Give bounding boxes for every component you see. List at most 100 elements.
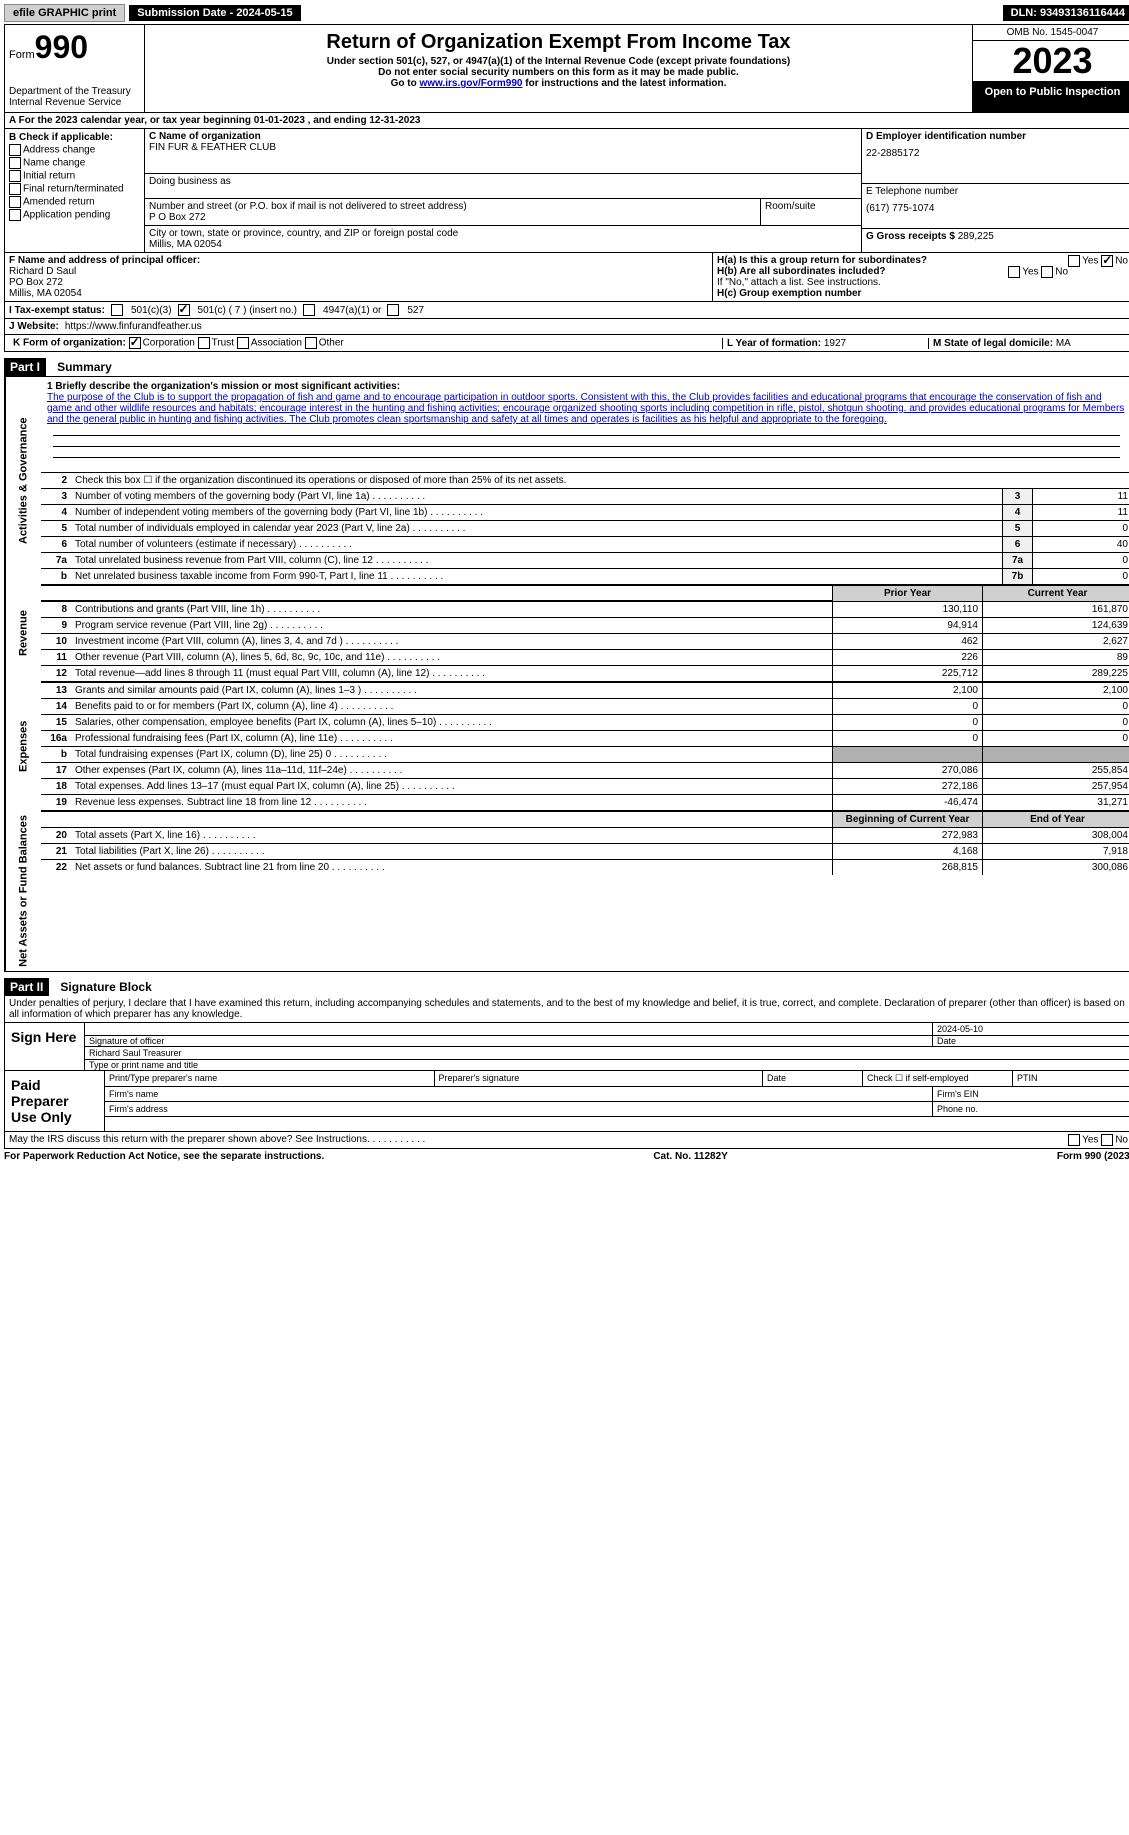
hb-label: H(b) Are all subordinates included? (717, 266, 886, 277)
gross-box: G Gross receipts $ 289,225 (862, 229, 1129, 244)
section-b-label: B Check if applicable: (9, 132, 140, 143)
line-2: 2 Check this box ☐ if the organization d… (41, 472, 1129, 488)
form-990: 990 (35, 29, 88, 65)
gov-line: 4 Number of independent voting members o… (41, 504, 1129, 520)
hb-yes-check[interactable] (1008, 266, 1020, 278)
mission-label: 1 Briefly describe the organization's mi… (47, 381, 1126, 392)
app-pending-check[interactable]: Application pending (9, 209, 140, 221)
part1-label: Part I (4, 358, 46, 376)
dept-treasury: Department of the Treasury (9, 86, 140, 97)
year-value: 1927 (824, 338, 846, 349)
form-word: Form (9, 49, 35, 61)
part2-title: Signature Block (60, 980, 151, 994)
firm-ein: Firm's EIN (932, 1087, 1129, 1102)
sign-date: 2024-05-10 (932, 1023, 1129, 1036)
street-label: Number and street (or P.O. box if mail i… (149, 201, 756, 212)
corp-check[interactable] (129, 337, 141, 349)
officer-sig-line (85, 1023, 932, 1036)
c-label: 501(c) ( 7 ) (insert no.) (198, 305, 297, 316)
ha-row: H(a) Is this a group return for subordin… (717, 255, 1128, 266)
assoc-check[interactable] (237, 337, 249, 349)
ha-yes-check[interactable] (1068, 255, 1080, 267)
gov-line: 7a Total unrelated business revenue from… (41, 552, 1129, 568)
section-f: F Name and address of principal officer:… (5, 253, 712, 301)
preparer-grid: Paid Preparer Use Only Print/Type prepar… (5, 1070, 1129, 1131)
form-number: Form990 (9, 29, 140, 66)
tax-status-label: I Tax-exempt status: (9, 305, 105, 316)
final-return-check[interactable]: Final return/terminated (9, 183, 140, 195)
dba-box: Doing business as (145, 174, 861, 199)
fin-line: b Total fundraising expenses (Part IX, c… (41, 746, 1129, 762)
goto-suffix: for instructions and the latest informat… (522, 78, 726, 89)
a1-check[interactable] (303, 304, 315, 316)
act-gov-block: 1 Briefly describe the organization's mi… (41, 377, 1129, 585)
header-center: Return of Organization Exempt From Incom… (145, 25, 972, 112)
assoc-label: Association (251, 338, 302, 349)
other-check[interactable] (305, 337, 317, 349)
org-form-label: K Form of organization: (13, 338, 126, 349)
goto-link[interactable]: www.irs.gov/Form990 (419, 78, 522, 89)
officer-name: Richard D Saul (9, 266, 708, 277)
submission-date: Submission Date - 2024-05-15 (129, 5, 300, 21)
name-change-check[interactable]: Name change (9, 157, 140, 169)
street-value: P O Box 272 (149, 212, 756, 223)
c-check[interactable] (178, 304, 190, 316)
a1-label: 4947(a)(1) or (323, 305, 381, 316)
c3-check[interactable] (111, 304, 123, 316)
fin-header-row: Prior Year Current Year (41, 585, 1129, 601)
tax-status-row: I Tax-exempt status: 501(c)(3) 501(c) ( … (4, 302, 1129, 319)
form-footer: Form 990 (2023) (1057, 1151, 1129, 1162)
fin-line: 9 Program service revenue (Part VIII, li… (41, 617, 1129, 633)
firm-addr: Firm's address (105, 1102, 932, 1117)
website-row: J Website: https://www.finfurandfeather.… (4, 319, 1129, 335)
phone-label: E Telephone number (866, 186, 1128, 197)
phone-value: (617) 775-1074 (866, 203, 1128, 214)
section-d: D Employer identification number 22-2885… (862, 129, 1129, 252)
firm-name: Firm's name (105, 1087, 932, 1102)
officer-addr1: PO Box 272 (9, 277, 708, 288)
amended-check[interactable]: Amended return (9, 196, 140, 208)
addr-change-check[interactable]: Address change (9, 144, 140, 156)
sign-here-grid: Sign Here 2024-05-10 Signature of office… (5, 1022, 1129, 1070)
fin-line: 8 Contributions and grants (Part VIII, l… (41, 601, 1129, 617)
org-name: FIN FUR & FEATHER CLUB (149, 142, 857, 153)
discuss-yes: Yes (1082, 1134, 1098, 1145)
hc-label: H(c) Group exemption number (717, 288, 1128, 299)
sign-here-label: Sign Here (5, 1023, 85, 1070)
signature-block: Under penalties of perjury, I declare th… (4, 996, 1129, 1149)
city-value: Millis, MA 02054 (149, 239, 857, 250)
preparer-ptin: PTIN (1012, 1071, 1129, 1087)
hb-no-check[interactable] (1041, 266, 1053, 278)
efile-print-button[interactable]: efile GRAPHIC print (4, 4, 125, 22)
ha-no-check[interactable] (1101, 255, 1113, 267)
fin-line: 19 Revenue less expenses. Subtract line … (41, 794, 1129, 810)
gov-line: 5 Total number of individuals employed i… (41, 520, 1129, 536)
side-net: Net Assets or Fund Balances (5, 811, 41, 971)
discuss-yes-check[interactable] (1068, 1134, 1080, 1146)
address-grid: Number and street (or P.O. box if mail i… (145, 199, 861, 252)
net-header-row: Beginning of Current Year End of Year (41, 811, 1129, 827)
preparer-self-emp: Check ☐ if self-employed (862, 1071, 1012, 1087)
trust-check[interactable] (198, 337, 210, 349)
goto-line: Go to www.irs.gov/Form990 for instructio… (149, 78, 968, 89)
calendar-text: For the 2023 calendar year, or tax year … (19, 115, 421, 126)
fin-line: 20 Total assets (Part X, line 16) 272,98… (41, 827, 1129, 843)
discuss-no-check[interactable] (1101, 1134, 1113, 1146)
corp-label: Corporation (143, 338, 195, 349)
sign-content: 2024-05-10 Signature of officer Date Ric… (85, 1023, 1129, 1070)
gov-line: 3 Number of voting members of the govern… (41, 488, 1129, 504)
calendar-year-row: A For the 2023 calendar year, or tax yea… (4, 113, 1129, 129)
paperwork-notice: For Paperwork Reduction Act Notice, see … (4, 1151, 324, 1162)
officer-name-line: Richard Saul Treasurer (85, 1046, 1129, 1060)
gross-label: G Gross receipts $ (866, 231, 955, 242)
omb-number: OMB No. 1545-0047 (973, 25, 1129, 41)
phone-box: E Telephone number (617) 775-1074 (862, 184, 1129, 229)
state-label: M State of legal domicile: (933, 338, 1056, 349)
header-left: Form990 Department of the Treasury Inter… (5, 25, 145, 112)
section-c: C Name of organization FIN FUR & FEATHER… (145, 129, 862, 252)
initial-return-check[interactable]: Initial return (9, 170, 140, 182)
ssn-note: Do not enter social security numbers on … (149, 67, 968, 78)
street-box: Number and street (or P.O. box if mail i… (145, 199, 761, 226)
s527-check[interactable] (387, 304, 399, 316)
sig-officer-label: Signature of officer (85, 1036, 932, 1046)
